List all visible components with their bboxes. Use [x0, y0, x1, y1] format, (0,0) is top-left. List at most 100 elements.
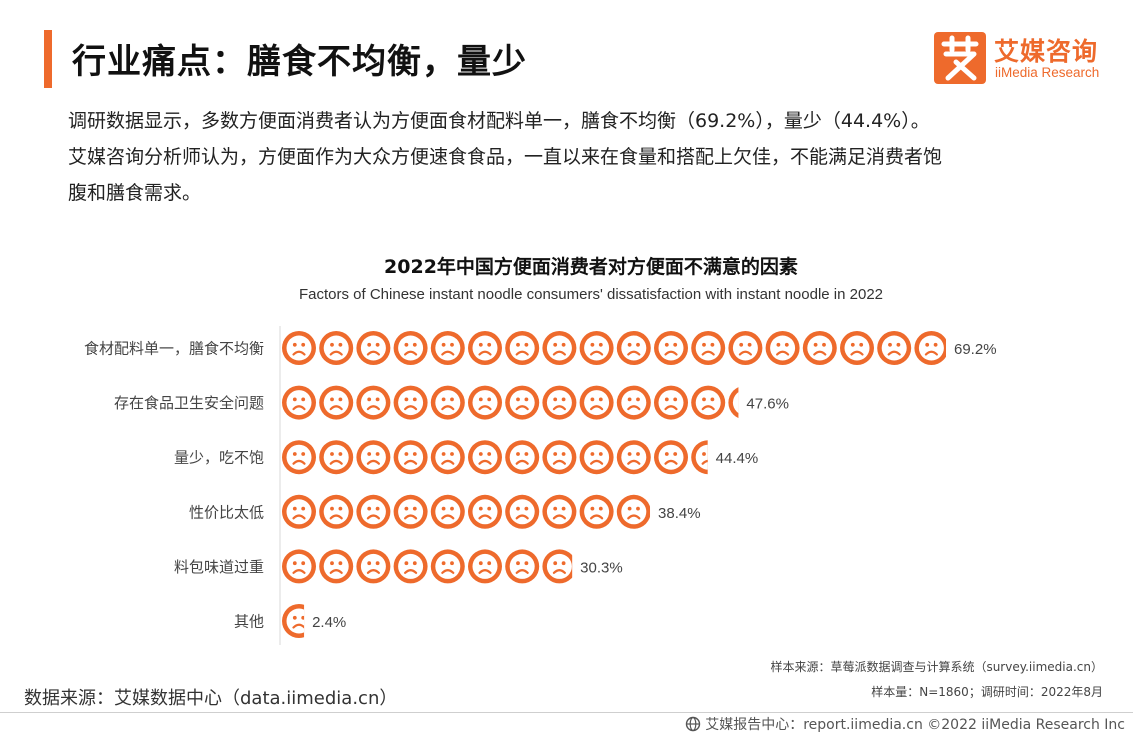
sad-face-icon — [430, 331, 465, 365]
sad-face-icon — [319, 440, 354, 475]
sad-face-icon — [542, 440, 577, 475]
sad-face-icon — [282, 494, 316, 529]
sad-face-icon — [282, 440, 316, 475]
sad-face-icon — [282, 604, 305, 638]
bar — [282, 440, 708, 475]
footer: 艾媒报告中心：report.iimedia.cn ©2022 iiMedia R… — [685, 714, 1125, 734]
sad-face-icon — [430, 494, 465, 529]
globe-icon — [686, 716, 701, 732]
sad-face-icon — [579, 385, 614, 420]
value-label: 44.4% — [716, 450, 759, 467]
sad-face-icon — [468, 385, 502, 420]
sad-face-icon — [393, 440, 428, 475]
sample-info-note: 样本量：N=1860；调研时间：2022年8月 — [871, 685, 1103, 699]
sad-face-icon — [542, 549, 573, 584]
sad-face-icon — [505, 549, 540, 584]
sad-face-icon — [728, 331, 763, 365]
sad-face-icon — [319, 385, 354, 420]
category-label: 料包味道过重 — [174, 558, 264, 576]
sad-face-icon — [468, 331, 502, 365]
value-label: 2.4% — [312, 614, 346, 631]
sad-face-icon — [579, 494, 614, 529]
category-label: 性价比太低 — [189, 503, 264, 521]
sad-face-icon — [877, 331, 912, 365]
sad-face-icon — [505, 494, 540, 529]
sad-face-icon — [319, 494, 354, 529]
logo-english-text: iiMedia Research — [995, 65, 1100, 80]
category-label: 量少，吃不饱 — [174, 449, 264, 467]
sad-face-icon — [468, 494, 502, 529]
value-label: 47.6% — [746, 396, 789, 413]
sad-face-icon — [542, 494, 577, 529]
category-label: 存在食品卫生安全问题 — [114, 394, 264, 412]
sad-face-icon — [319, 549, 354, 584]
sad-face-icon — [654, 440, 688, 475]
value-label: 38.4% — [658, 505, 701, 522]
sad-face-icon — [356, 331, 391, 365]
sad-face-icon — [542, 385, 577, 420]
sad-face-icon — [840, 331, 874, 365]
sad-face-icon — [691, 440, 708, 475]
intro-line-2: 艾媒咨询分析师认为，方便面作为大众方便速食食品，一直以来在食量和搭配上欠佳，不能… — [68, 146, 943, 168]
sad-face-icon — [319, 331, 354, 365]
sad-face-icon — [616, 440, 651, 475]
logo-chinese-text: 艾媒咨询 — [994, 37, 1099, 66]
sad-face-icon — [765, 331, 800, 365]
sad-face-icon — [542, 331, 577, 365]
sad-face-icon — [691, 331, 726, 365]
footer-text: 艾媒报告中心：report.iimedia.cn ©2022 iiMedia R… — [705, 717, 1125, 733]
sad-face-icon — [468, 549, 502, 584]
sad-face-icon — [728, 387, 739, 419]
sad-face-icon — [430, 385, 465, 420]
sad-face-icon — [505, 385, 540, 420]
sad-face-icon — [802, 331, 837, 365]
bar — [282, 385, 739, 420]
sad-face-icon — [282, 385, 316, 420]
sad-face-icon — [356, 385, 391, 420]
sad-face-icon — [616, 494, 651, 529]
category-label: 食材配料单一，膳食不均衡 — [84, 340, 264, 358]
logo-mark-icon — [934, 32, 986, 84]
sad-face-icon — [282, 549, 316, 584]
sad-face-icon — [393, 331, 428, 365]
sad-face-icon — [579, 331, 614, 365]
sad-face-icon — [356, 440, 391, 475]
sad-face-icon — [654, 385, 688, 420]
brand-logo[interactable]: 艾媒咨询 iiMedia Research — [934, 32, 1124, 88]
sad-face-icon — [356, 494, 391, 529]
category-label: 其他 — [234, 613, 264, 631]
sad-face-icon — [691, 385, 726, 420]
intro-paragraph: 调研数据显示，多数方便面消费者认为方便面食材配料单一，膳食不均衡（69.2%），… — [68, 103, 1068, 211]
sad-face-icon — [616, 331, 651, 365]
sad-face-icon — [282, 331, 316, 365]
sad-face-icon — [430, 440, 465, 475]
chart-subtitle: Factors of Chinese instant noodle consum… — [298, 286, 884, 303]
footer-divider — [0, 712, 1133, 713]
data-source: 数据来源：艾媒数据中心（data.iimedia.cn） — [24, 688, 398, 709]
sad-face-icon — [393, 549, 428, 584]
bar — [282, 549, 573, 584]
value-label: 30.3% — [580, 559, 623, 576]
sad-face-icon — [505, 440, 540, 475]
title-accent-bar — [44, 30, 52, 88]
sad-face-icon — [393, 494, 428, 529]
chart-title: 2022年中国方便面消费者对方便面不满意的因素 — [384, 256, 798, 278]
sad-face-icon — [356, 549, 391, 584]
page-title: 行业痛点：膳食不均衡，量少 — [72, 42, 527, 82]
sad-face-icon — [616, 385, 651, 420]
intro-line-3: 腹和膳食需求。 — [68, 182, 202, 204]
sad-face-icon — [579, 440, 614, 475]
sad-face-icon — [468, 440, 502, 475]
sad-face-icon — [430, 549, 465, 584]
bar — [282, 331, 946, 365]
sad-face-icon — [654, 331, 688, 365]
value-label: 69.2% — [954, 341, 997, 358]
sad-face-icon — [393, 385, 428, 420]
sad-face-icon — [505, 331, 540, 365]
sad-face-icon — [914, 331, 946, 365]
intro-line-1: 调研数据显示，多数方便面消费者认为方便面食材配料单一，膳食不均衡（69.2%），… — [68, 110, 930, 132]
bar — [282, 604, 305, 638]
sad-face-bar-chart: 食材配料单一，膳食不均衡 69.2% 存在食品卫生安全问题 47.6% 量少，吃不饱 44… — [84, 326, 997, 645]
bar — [282, 494, 651, 529]
sample-source-note: 样本来源：草莓派数据调查与计算系统（survey.iimedia.cn） — [770, 660, 1103, 674]
